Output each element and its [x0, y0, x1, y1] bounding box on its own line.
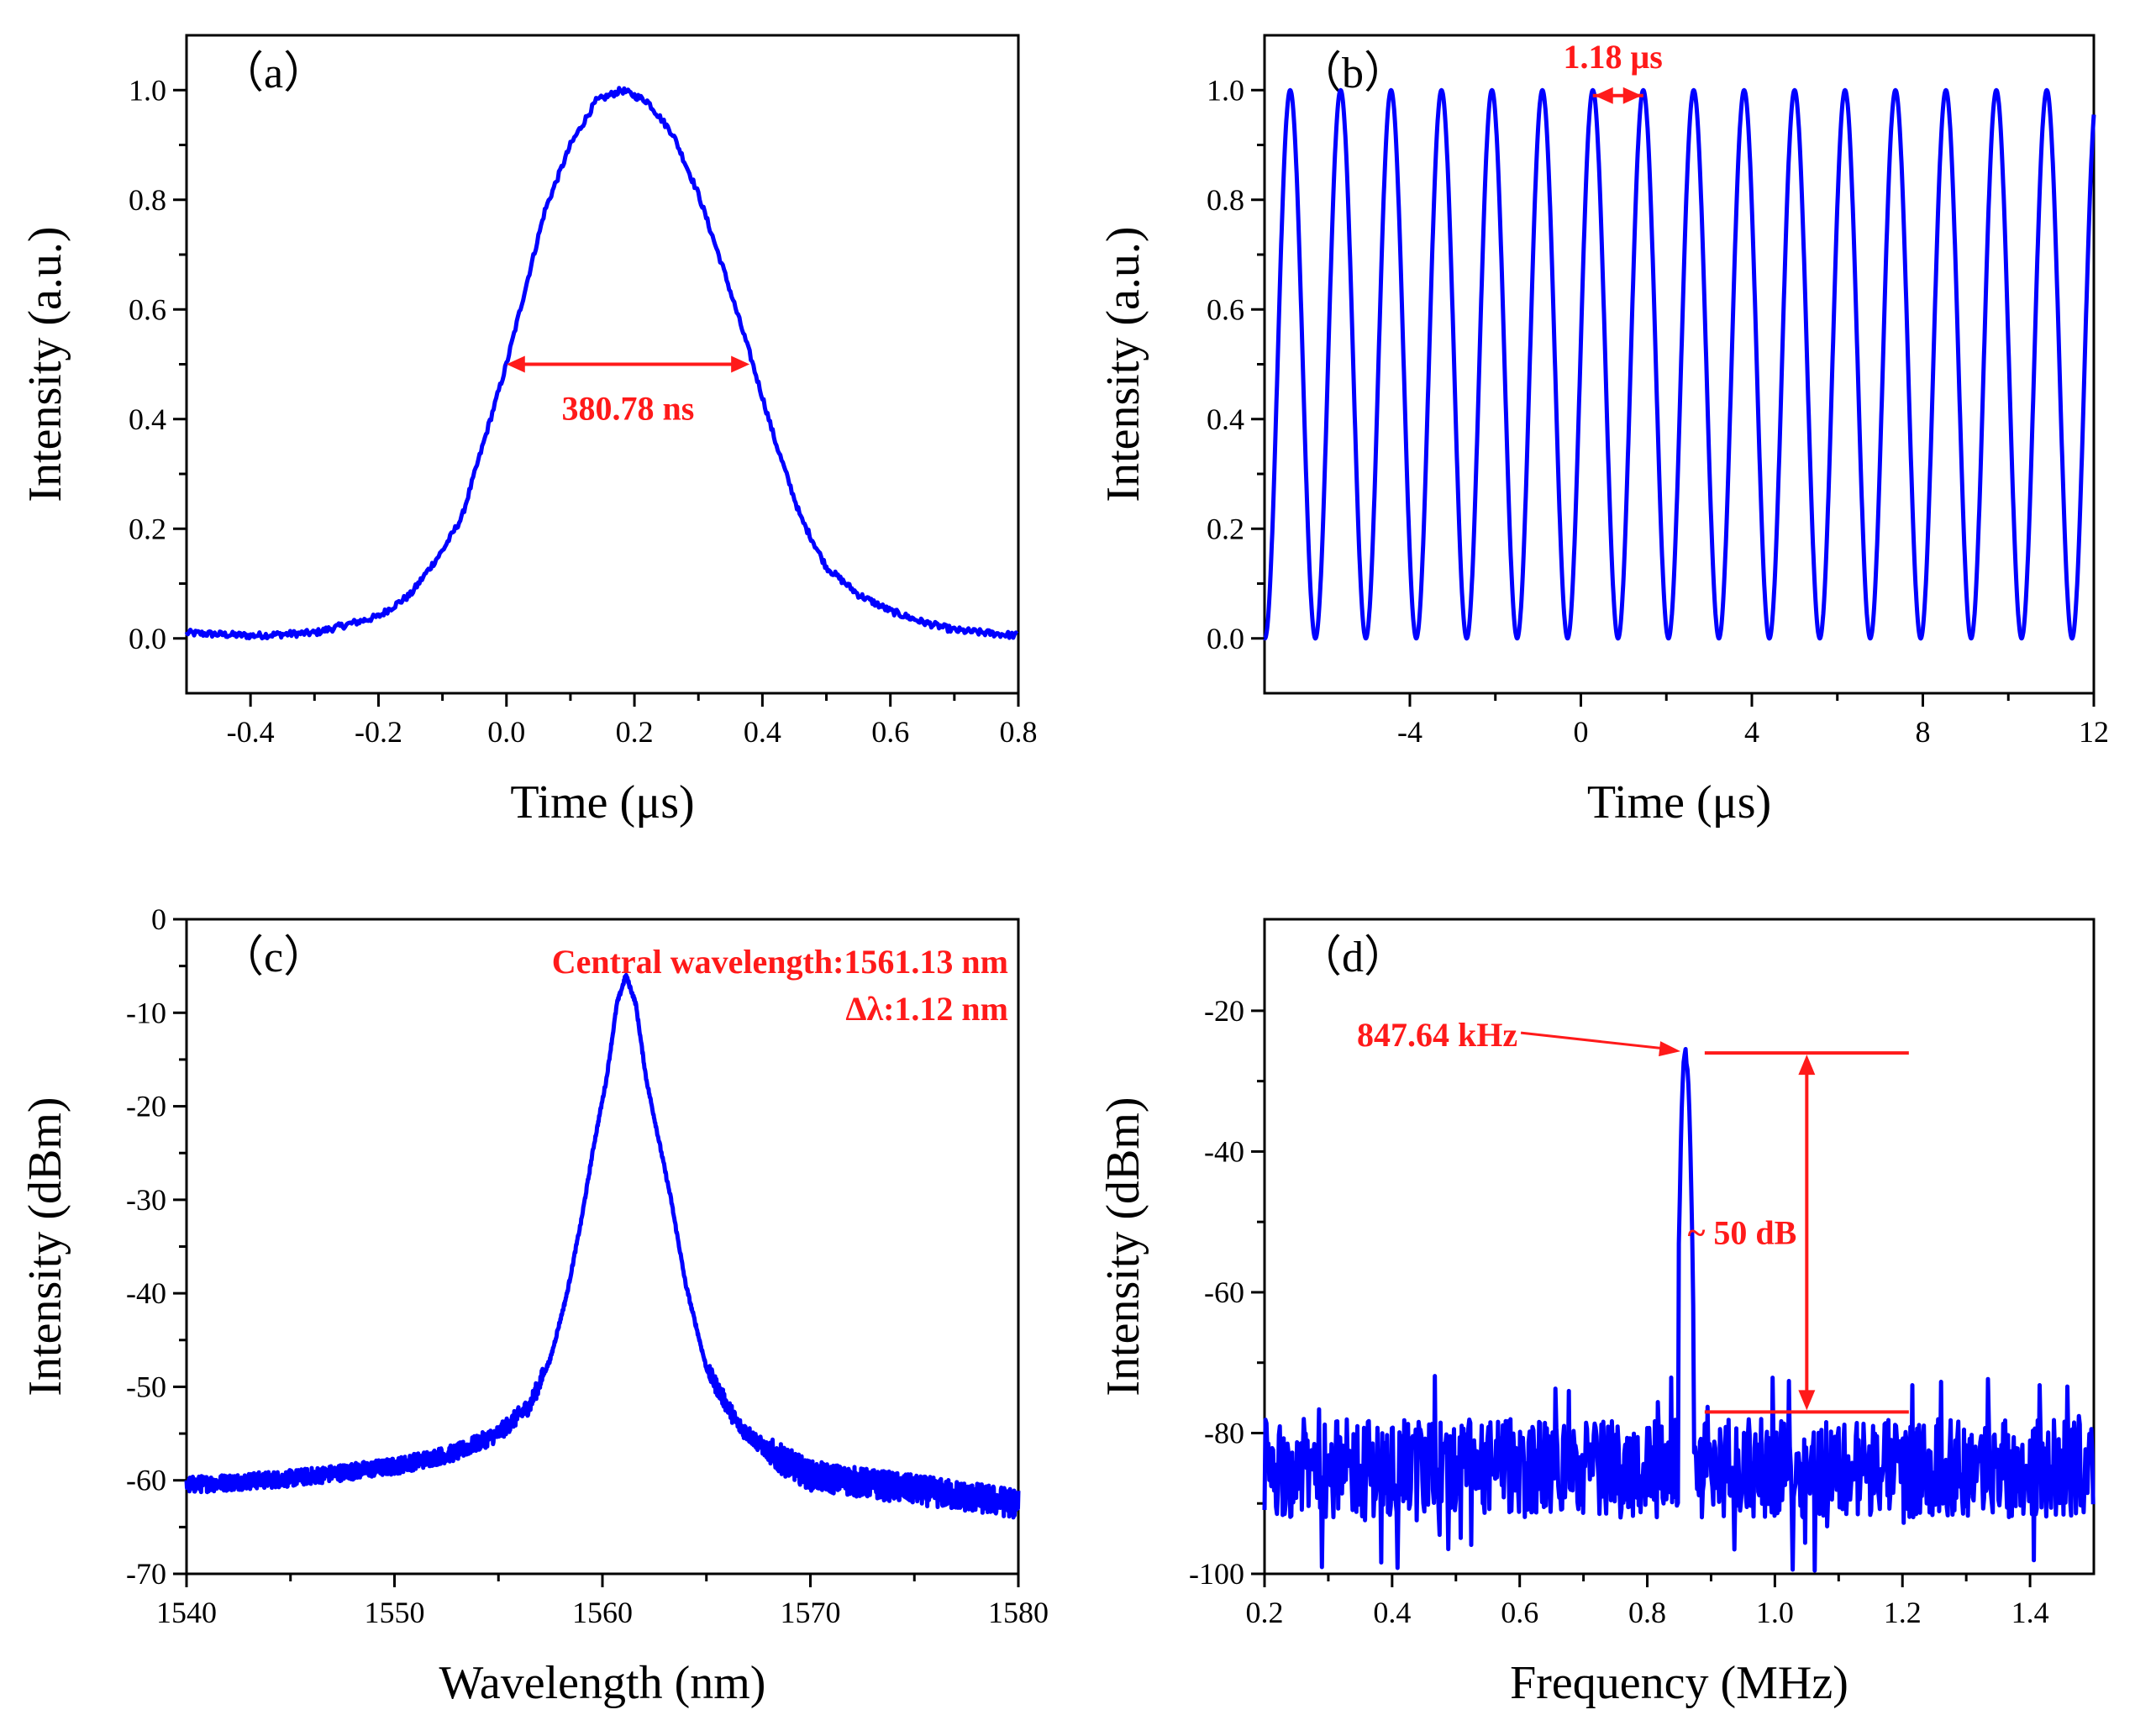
y-tick-label: 0.6 — [1207, 292, 1244, 326]
x-tick-label: -0.2 — [355, 715, 402, 749]
series-line — [1262, 1047, 2096, 1573]
y-tick-label: 0.8 — [129, 183, 166, 217]
x-tick-label: 0.8 — [1628, 1596, 1666, 1629]
x-tick-label: 1560 — [572, 1596, 633, 1629]
x-tick-label: 1.0 — [1756, 1596, 1794, 1629]
x-tick-label: 1570 — [781, 1596, 841, 1629]
period-arrow-head-right — [1622, 87, 1642, 104]
y-tick-label: 0.4 — [1207, 402, 1244, 436]
x-tick-label: 4 — [1744, 715, 1759, 749]
panel-label: （d） — [1298, 934, 1407, 981]
y-tick-label: -60 — [1204, 1276, 1244, 1309]
y-tick-label: -100 — [1189, 1557, 1244, 1591]
y-tick-label: -60 — [126, 1464, 166, 1497]
y-tick-label: 0.6 — [129, 292, 166, 326]
snr-label: ~ 50 dB — [1688, 1214, 1797, 1252]
y-tick-label: 0.0 — [129, 622, 166, 655]
x-axis-title: Wavelength (nm) — [439, 1657, 766, 1709]
peak-frequency-label: 847.64 kHz — [1357, 1016, 1517, 1054]
y-tick-label: 0.0 — [1207, 622, 1244, 655]
y-tick-label: 0 — [151, 902, 166, 936]
y-tick-label: 0.2 — [1207, 512, 1244, 545]
y-axis-title: Intensity (a.u.) — [19, 226, 71, 502]
y-tick-label: -10 — [126, 996, 166, 1029]
fwhm-label: 380.78 ns — [562, 390, 695, 428]
fwhm-arrow-head-right — [731, 355, 750, 373]
x-tick-label: 1.2 — [1884, 1596, 1922, 1629]
x-tick-label: 12 — [2079, 715, 2109, 749]
y-tick-label: 1.0 — [1207, 73, 1244, 107]
x-tick-label: 1550 — [365, 1596, 425, 1629]
x-tick-label: 0.8 — [1000, 715, 1038, 749]
x-axis-title: Frequency (MHz) — [1510, 1657, 1848, 1709]
panel-label: （c） — [220, 934, 327, 981]
y-tick-label: -20 — [1204, 994, 1244, 1028]
x-tick-label: 1.4 — [2011, 1596, 2049, 1629]
snr-arrow-head-up — [1798, 1055, 1816, 1076]
central-wavelength-label: Central wavelength:1561.13 nm — [552, 943, 1008, 981]
panel-b: -4 0 4 8 12 0.0 0.2 0.4 0.6 0.8 1.0 Time (μs) Intens… — [1097, 34, 2109, 829]
x-tick-label: 0.2 — [616, 715, 654, 749]
x-tick-label: 0.4 — [744, 715, 781, 749]
y-tick-label: -80 — [1204, 1416, 1244, 1449]
panel-a: -0.4 -0.2 0.0 0.2 0.4 0.6 0.8 0.0 0.2 0.4 0.6 0.8 1.… — [19, 34, 1038, 829]
period-arrow-head-left — [1594, 87, 1613, 104]
panel-d: 0.2 0.4 0.6 0.8 1.0 1.2 1.4 -20 -40 -60 -80 -100 Fre… — [1097, 918, 2096, 1709]
x-axis-title: Time (μs) — [1587, 776, 1771, 829]
x-tick-label: 8 — [1915, 715, 1930, 749]
y-tick-label: 0.8 — [1207, 183, 1244, 217]
x-tick-label: 0.4 — [1373, 1596, 1411, 1629]
series-line — [1263, 87, 2096, 641]
x-tick-label: 0.0 — [487, 715, 525, 749]
x-tick-label: -4 — [1397, 715, 1422, 749]
y-axis-title: Intensity (dBm) — [1097, 1097, 1149, 1396]
x-tick-label: 0 — [1573, 715, 1588, 749]
series-line — [184, 972, 1021, 1520]
peak-pointer-head — [1659, 1041, 1681, 1057]
snr-arrow-head-down — [1798, 1390, 1816, 1411]
bandwidth-label: Δλ:1.12 nm — [845, 990, 1008, 1028]
x-axis-title: Time (μs) — [510, 776, 694, 829]
y-tick-label: -30 — [126, 1183, 166, 1217]
x-tick-label: 0.6 — [871, 715, 909, 749]
y-axis-title: Intensity (a.u.) — [1097, 226, 1149, 502]
y-tick-label: -50 — [126, 1370, 166, 1403]
y-tick-label: -40 — [126, 1276, 166, 1310]
plot-frame — [1263, 918, 2096, 1576]
x-tick-label: 0.2 — [1246, 1596, 1284, 1629]
x-tick-label: -0.4 — [227, 715, 275, 749]
y-axis-title: Intensity (dBm) — [19, 1097, 71, 1396]
fwhm-arrow-head-left — [506, 355, 525, 373]
series-line — [184, 86, 1019, 641]
y-tick-label: 1.0 — [129, 73, 166, 107]
x-tick-label: 1540 — [156, 1596, 217, 1629]
panel-label: （a） — [220, 50, 327, 97]
panel-c: 1540 1550 1560 1570 1580 0 -10 -20 -30 -40 -50 -60 -… — [19, 902, 1049, 1709]
y-tick-label: -40 — [1204, 1134, 1244, 1168]
y-tick-label: -20 — [126, 1090, 166, 1123]
y-tick-label: 0.4 — [129, 402, 166, 436]
peak-pointer — [1520, 1031, 1675, 1051]
y-tick-label: -70 — [126, 1557, 166, 1591]
period-label: 1.18 μs — [1564, 38, 1663, 76]
y-tick-label: 0.2 — [129, 512, 166, 545]
x-tick-label: 1580 — [988, 1596, 1049, 1629]
x-tick-label: 0.6 — [1501, 1596, 1538, 1629]
